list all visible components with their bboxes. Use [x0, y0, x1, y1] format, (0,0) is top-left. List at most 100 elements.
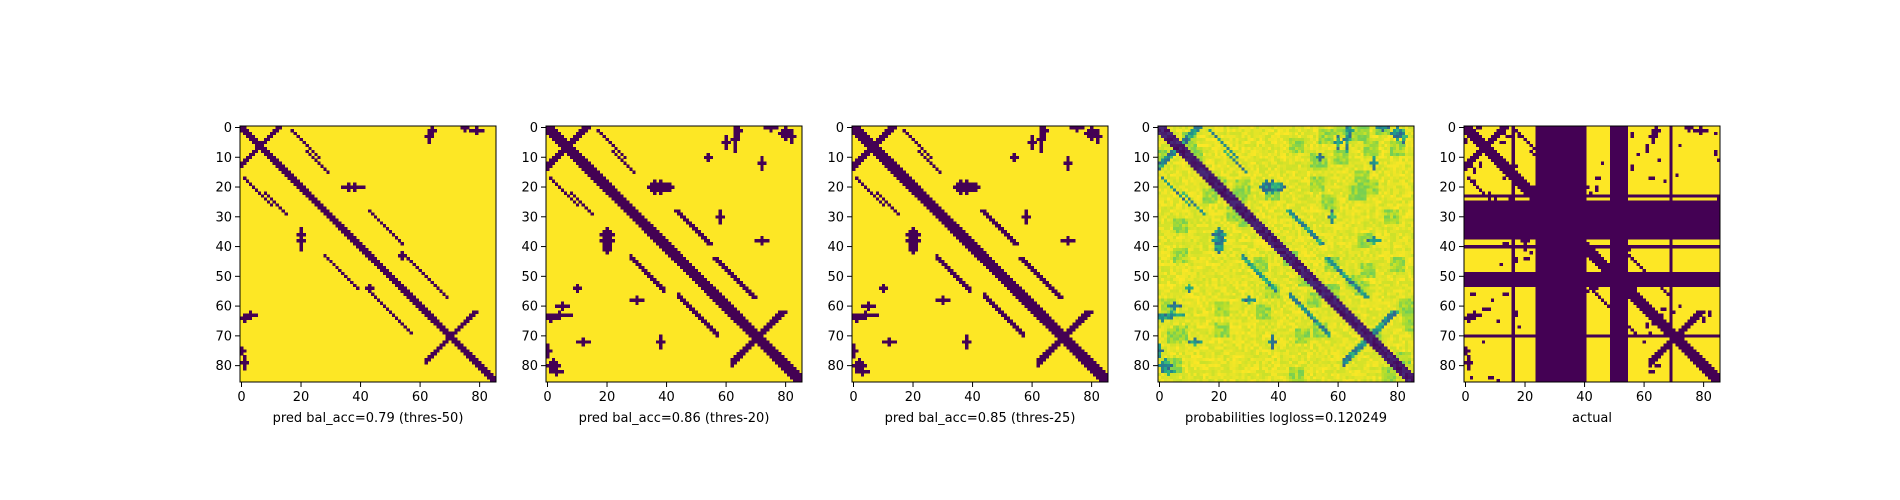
heatmap-cell	[1339, 215, 1343, 219]
heatmap-cell	[1327, 194, 1331, 198]
heatmap-cell	[1235, 188, 1239, 192]
heatmap-cell	[1384, 140, 1388, 145]
heatmap-cell	[1348, 126, 1352, 130]
heatmap-cell	[1244, 185, 1248, 189]
heatmap-cell	[575, 152, 580, 157]
heatmap-cell	[1232, 126, 1236, 130]
heatmap-cell	[1384, 176, 1388, 180]
y-tick-label: 40	[827, 240, 844, 255]
heatmap-cell	[1202, 215, 1206, 219]
heatmap-cell	[1339, 197, 1343, 201]
heatmap-cell	[982, 262, 987, 267]
heatmap-cell	[1360, 161, 1364, 165]
heatmap-cell	[899, 179, 903, 183]
heatmap-cell	[1309, 170, 1314, 174]
heatmap-cell	[857, 155, 862, 160]
heatmap-cell	[1190, 224, 1195, 228]
heatmap-cell	[1012, 155, 1017, 160]
heatmap-cell	[596, 173, 600, 177]
heatmap-cell	[1163, 200, 1168, 204]
heatmap-cell	[1265, 188, 1269, 192]
heatmap-cell	[1090, 310, 1094, 314]
heatmap-cell	[902, 176, 906, 180]
heatmap-cell	[1163, 149, 1168, 154]
heatmap-cell	[790, 137, 794, 142]
heatmap-cell	[671, 251, 675, 255]
heatmap-cell	[923, 197, 927, 201]
heatmap-cell	[370, 259, 375, 264]
heatmap-cell	[1244, 161, 1248, 165]
heatmap-cell	[1277, 188, 1281, 192]
heatmap-cell	[1187, 203, 1192, 207]
heatmap-cell	[1081, 319, 1085, 323]
heatmap-cell	[1339, 140, 1343, 145]
heatmap-cell	[278, 164, 282, 168]
heatmap-cell	[373, 262, 378, 267]
heatmap-cell	[1369, 143, 1373, 148]
heatmap-cell	[466, 349, 470, 353]
heatmap-cell	[1199, 203, 1203, 207]
heatmap-cell	[1232, 215, 1236, 219]
heatmap-cell	[1372, 176, 1376, 180]
heatmap-cell	[317, 206, 321, 210]
heatmap-cell	[1163, 218, 1168, 222]
heatmap-cell	[1360, 131, 1364, 136]
heatmap-cell	[1333, 185, 1337, 189]
heatmap-cell	[1399, 215, 1403, 219]
heatmap-cell	[1271, 164, 1275, 168]
heatmap-cell	[1351, 146, 1355, 151]
heatmap-cell	[1274, 206, 1278, 210]
heatmap-cell	[757, 161, 761, 165]
heatmap-cell	[974, 185, 978, 189]
heatmap-cell	[1330, 212, 1334, 216]
heatmap-cell	[1027, 215, 1031, 219]
heatmap-cell	[1363, 215, 1367, 219]
heatmap-cell	[653, 179, 657, 183]
heatmap-cell	[742, 286, 746, 291]
heatmap-cell	[1387, 209, 1391, 213]
heatmap-cell	[968, 236, 972, 240]
heatmap-cell	[1336, 182, 1340, 186]
heatmap-cell	[1084, 316, 1088, 320]
heatmap-cell	[968, 248, 972, 252]
heatmap-cell	[1330, 203, 1334, 207]
heatmap-cell	[1402, 188, 1406, 192]
heatmap-cell	[1321, 164, 1325, 168]
heatmap-cell	[769, 343, 773, 347]
heatmap-cell	[650, 227, 654, 231]
heatmap-cell	[1402, 170, 1406, 174]
heatmap-cell	[1363, 194, 1367, 198]
heatmap-cell	[941, 218, 945, 222]
heatmap-cell	[1286, 128, 1290, 133]
heatmap-cell	[1390, 131, 1394, 136]
heatmap-cell	[1277, 197, 1281, 201]
heatmap-cell	[1330, 179, 1334, 183]
heatmap-cell	[356, 239, 360, 243]
heatmap-cell	[1286, 176, 1290, 180]
heatmap-cell	[1321, 191, 1325, 195]
heatmap-cell	[1294, 128, 1299, 133]
heatmap-cell	[1411, 182, 1415, 186]
heatmap-cell	[1247, 224, 1251, 228]
heatmap-cell	[1327, 164, 1331, 168]
heatmap-cell	[1381, 206, 1385, 210]
heatmap-cell	[1375, 176, 1379, 180]
heatmap-cell	[1390, 126, 1394, 130]
heatmap-cell	[1078, 346, 1082, 350]
heatmap-cell	[980, 248, 984, 252]
heatmap-cell	[1262, 197, 1266, 201]
heatmap-cell	[1250, 194, 1254, 198]
heatmap-cell	[718, 209, 722, 213]
heatmap-cell	[988, 298, 993, 302]
heatmap-cell	[242, 131, 247, 136]
heatmap-cell	[1288, 173, 1293, 177]
heatmap-cell	[368, 256, 372, 261]
heatmap-cell	[1321, 179, 1325, 183]
heatmap-cell	[311, 194, 315, 198]
heatmap-cell	[1158, 134, 1162, 139]
heatmap-cell	[1250, 182, 1254, 186]
heatmap-cell	[1247, 161, 1251, 165]
heatmap-cell	[1054, 325, 1058, 329]
heatmap-cell	[1363, 179, 1367, 183]
heatmap-cell	[938, 170, 942, 174]
